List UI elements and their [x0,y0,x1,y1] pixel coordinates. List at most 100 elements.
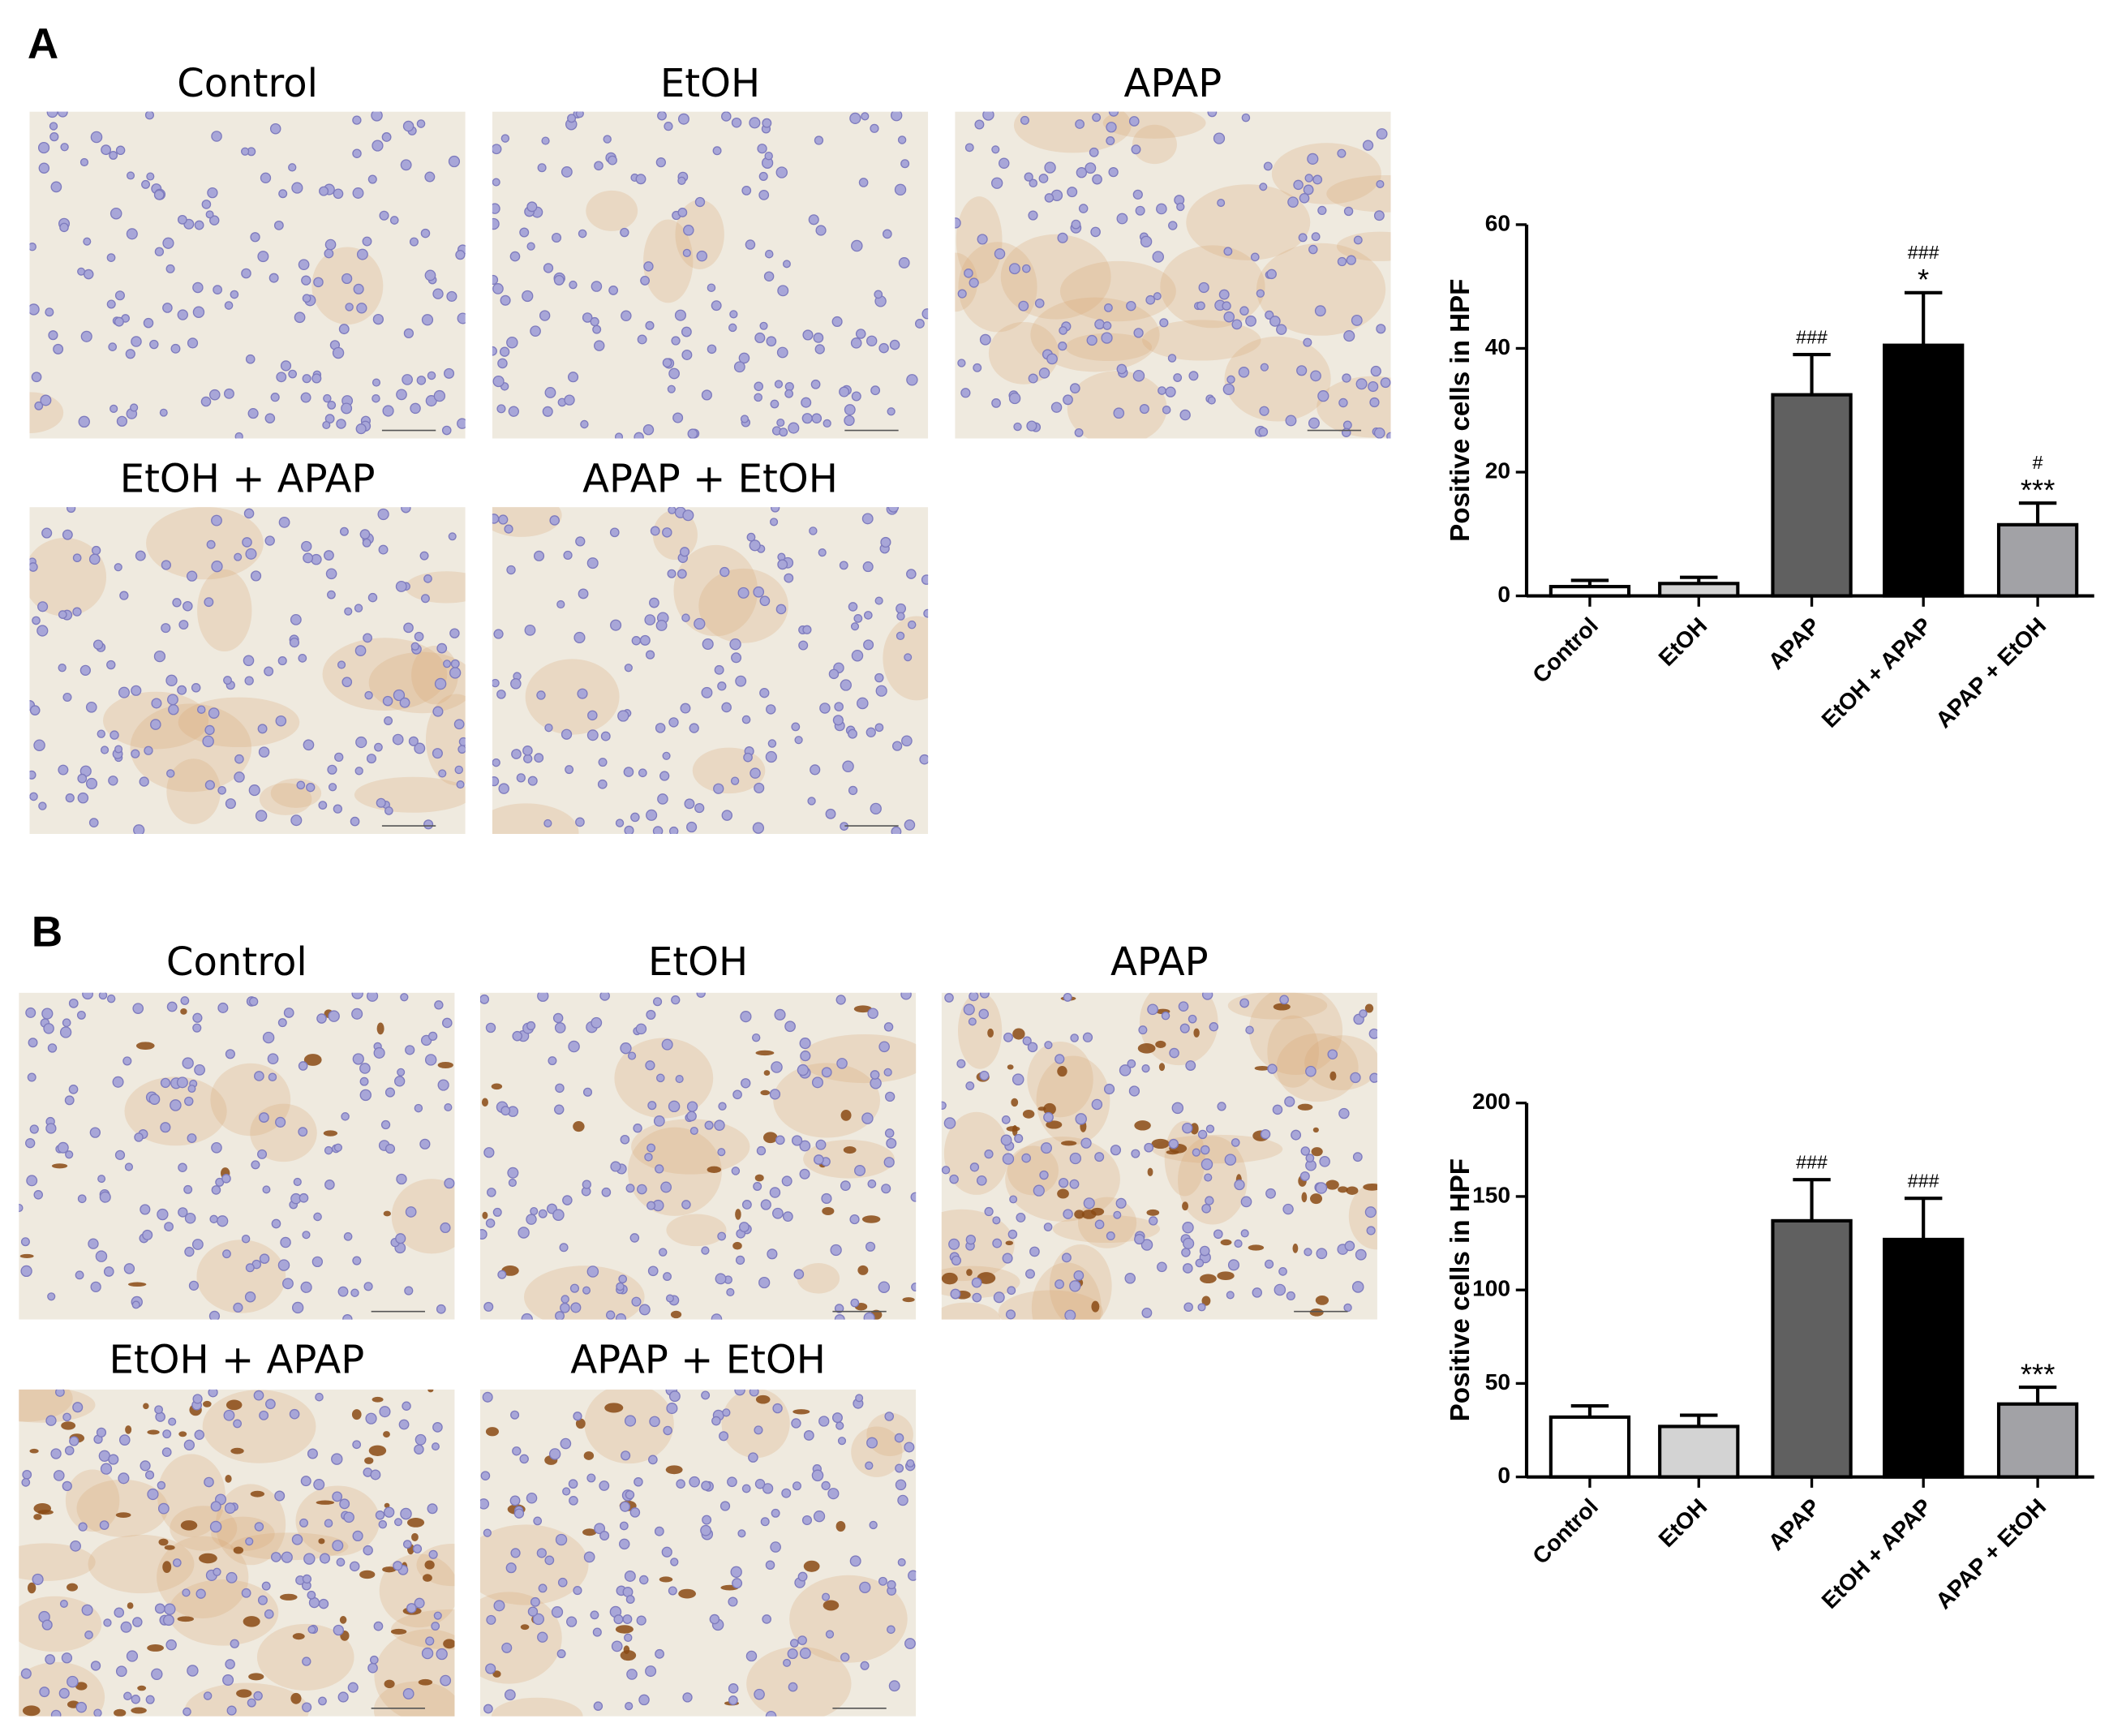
nucleus [505,1562,517,1574]
bar [1548,1415,1631,1479]
nucleus [211,1185,221,1195]
nucleus [177,309,188,320]
nucleus [290,613,302,625]
nucleus [448,532,457,541]
nucleus [162,1614,174,1626]
nucleus [60,143,69,152]
nucleus [224,301,234,310]
stained-cell [902,1297,915,1303]
nucleus [497,1270,507,1279]
nucleus [696,250,708,262]
nucleus [1158,386,1166,395]
nucleus [1106,136,1115,146]
nucleus [351,1008,363,1020]
nucleus [202,735,214,748]
nucleus [649,597,659,608]
nucleus [823,419,831,428]
nucleus [590,1610,599,1620]
nucleus [364,690,373,700]
nucleus [457,418,466,429]
nucleus [377,508,389,521]
nucleus [1296,365,1308,376]
nucleus [798,640,809,651]
nucleus [783,1658,792,1667]
stain-area [1326,174,1391,213]
stained-cell [659,1576,673,1583]
micrograph [29,111,466,439]
nucleus [224,1502,236,1515]
nucleus [1351,1281,1364,1293]
nucleus [1204,1173,1213,1182]
nucleus [1241,113,1251,122]
nucleus [493,1600,505,1612]
nucleus [509,251,521,262]
nucleus [288,369,298,379]
nucleus [247,1698,256,1708]
nucleus [711,300,722,312]
nucleus [733,361,745,373]
nucleus [316,1013,327,1024]
x-tick-label: APAP + EtOH [1931,1493,2051,1614]
nucleus [339,526,349,536]
nucleus [1132,189,1143,200]
nucleus [132,1617,143,1627]
nucleus [302,1231,311,1240]
nucleus [154,247,165,256]
nucleus [1310,370,1321,382]
stain-area [721,1389,790,1459]
stain-area [586,190,638,231]
nucleus [1140,1239,1153,1251]
nucleus [717,1148,726,1157]
stain-area [789,1575,908,1663]
nucleus [1034,299,1045,308]
nucleus [262,1031,275,1044]
nucleus [701,1390,711,1400]
nucleus [557,1577,568,1588]
nucleus [668,367,680,380]
nucleus [372,140,384,152]
nucleus [1182,1263,1193,1274]
nucleus [369,1655,379,1665]
stained-cell [707,1166,722,1174]
nucleus [866,335,878,346]
nucleus [870,1070,880,1080]
nucleus [276,372,287,383]
stained-cell [75,1682,88,1691]
nucleus [677,569,687,579]
nucleus [291,1534,303,1545]
nucleus [1205,1196,1214,1205]
nucleus [696,992,706,998]
nucleus [64,1446,75,1455]
nucleus [234,754,244,764]
nucleus [948,1238,960,1250]
nucleus [434,677,447,690]
nucleus [765,750,777,763]
micrograph [29,507,466,835]
bar [1883,1237,1965,1479]
nucleus [719,1431,729,1442]
nucleus [438,769,447,778]
nucleus [573,1412,582,1421]
stained-cell [1137,1043,1156,1054]
nucleus [1240,1229,1249,1238]
nucleus [714,664,724,675]
stained-cell [792,1409,810,1415]
nucleus [151,1668,163,1680]
nucleus [526,1492,538,1504]
nucleus [561,728,573,740]
nucleus [168,1417,177,1426]
nucleus [21,1478,31,1487]
nucleus [414,742,426,754]
stain-area [746,1646,852,1717]
nucleus [333,1624,344,1636]
nucleus [492,346,497,356]
nucleus [324,1145,333,1155]
nucleus [586,1473,596,1483]
nucleus [1108,167,1119,178]
nucleus [818,548,827,557]
nucleus [874,723,884,733]
nucleus [70,1540,81,1552]
nucleus [762,118,772,128]
nucleus [217,1002,229,1013]
stained-cell [1060,1141,1077,1146]
